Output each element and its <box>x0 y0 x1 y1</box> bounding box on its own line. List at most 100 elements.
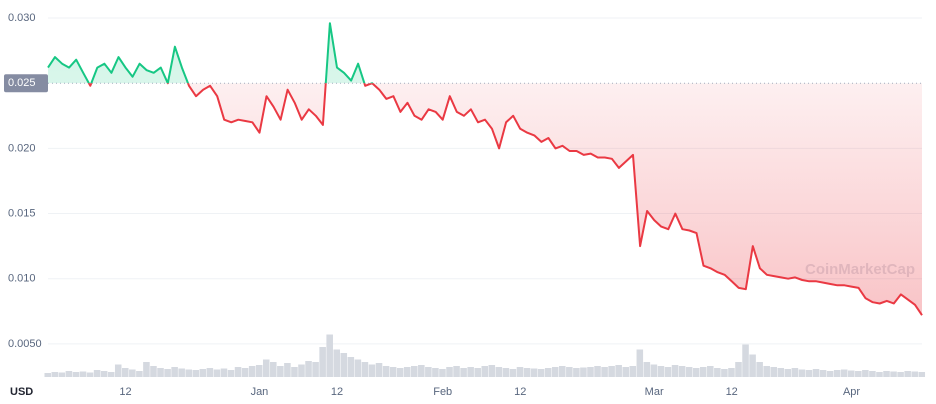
volume-bar <box>396 368 404 377</box>
volume-bar <box>354 359 362 377</box>
volume-bar <box>185 369 192 377</box>
volume-bar <box>58 372 66 377</box>
volume-bar <box>93 370 101 377</box>
x-tick-label: Jan <box>251 386 269 398</box>
volume-bar <box>559 366 566 377</box>
volume-bar <box>206 368 214 377</box>
volume-bar <box>735 362 742 377</box>
volume-bar <box>389 367 397 377</box>
area-down <box>88 83 922 316</box>
volume-bar <box>566 367 573 377</box>
volume-bar <box>819 370 827 377</box>
volume-bar <box>587 367 594 377</box>
volume-bar <box>671 365 679 377</box>
volume-bar <box>368 364 376 377</box>
volume-bar <box>425 367 432 377</box>
y-tick-label: 0.025 <box>8 77 36 89</box>
volume-bar <box>178 368 185 377</box>
x-tick-label: Mar <box>645 386 664 398</box>
y-tick-label: 0.015 <box>8 207 36 219</box>
volume-bar <box>876 372 883 377</box>
volume-bar <box>467 367 474 377</box>
volume-bar <box>495 367 503 377</box>
volume-bar <box>551 367 559 377</box>
volume-bar <box>791 368 799 377</box>
volume-bar <box>86 372 94 377</box>
volume-bar <box>234 367 242 377</box>
volume-bar <box>650 364 658 377</box>
volume-bar <box>516 367 524 377</box>
volume-bar <box>319 347 326 377</box>
volume-bar <box>728 368 735 377</box>
volume-bar <box>171 367 178 377</box>
volume-bar <box>784 369 792 377</box>
volume-bar <box>291 367 298 377</box>
volume-bar <box>72 372 80 377</box>
volume-bar <box>707 366 714 377</box>
volume-bar <box>453 366 460 377</box>
volume-bar <box>474 368 481 377</box>
volume-bar <box>375 363 383 377</box>
volume-bar <box>622 367 629 377</box>
volume-bar <box>65 371 73 377</box>
volume-bar <box>601 367 608 377</box>
volume-bar <box>869 371 876 377</box>
y-tick-label: 0.030 <box>8 12 36 24</box>
volume-bar <box>298 364 305 377</box>
volume-bar <box>812 369 820 377</box>
x-tick-label: 12 <box>726 386 738 398</box>
volume-bar <box>114 364 122 377</box>
volume-bar <box>897 372 904 377</box>
volume-bar <box>636 349 644 377</box>
volume-bar <box>460 368 467 377</box>
volume-bar <box>840 369 848 377</box>
volume-bar <box>326 334 333 377</box>
volume-bar <box>403 367 411 377</box>
volume-bar <box>629 366 637 377</box>
volume-bar <box>770 367 778 377</box>
volume-bar <box>157 368 164 377</box>
volume-bar <box>537 369 545 377</box>
volume-bar <box>643 362 651 377</box>
x-tick-label: 12 <box>119 386 131 398</box>
y-tick-label: 0.010 <box>8 273 36 285</box>
volume-bar <box>530 368 538 377</box>
volume-bar <box>333 349 341 377</box>
volume-bar <box>685 367 693 377</box>
volume-bar <box>544 368 552 377</box>
volume-bar <box>488 365 496 377</box>
volume-bar <box>481 366 489 377</box>
volume-bar <box>136 371 143 377</box>
volume-bar <box>164 369 171 377</box>
volume-bar <box>439 369 446 377</box>
volume-bar <box>312 362 319 377</box>
volume-bar <box>890 371 897 377</box>
volume-bar <box>248 366 256 377</box>
x-tick-label: 12 <box>514 386 526 398</box>
volume-bar <box>664 367 672 377</box>
volume-bar <box>44 373 52 377</box>
volume-bar <box>777 368 785 377</box>
price-line-down <box>87 83 923 316</box>
volume-bar <box>192 370 200 377</box>
x-tick-label: 12 <box>331 386 343 398</box>
volume-bar <box>284 363 291 377</box>
volume-bar <box>594 366 601 377</box>
volume-bar <box>911 371 918 377</box>
volume-bar <box>826 371 834 377</box>
volume-bar <box>763 366 770 377</box>
volume-bar <box>608 366 615 377</box>
volume-bar <box>361 362 369 377</box>
volume-bar <box>756 362 763 377</box>
volume-bar <box>241 368 249 377</box>
volume-bar <box>122 368 129 377</box>
volume-bar <box>862 370 869 377</box>
volume-bar <box>798 369 806 377</box>
volume-bar <box>150 366 157 377</box>
volume-bar <box>432 368 439 377</box>
volume-bar <box>220 368 228 377</box>
area-up <box>48 23 922 84</box>
volume-bar <box>918 372 926 377</box>
volume-bar <box>523 368 531 377</box>
